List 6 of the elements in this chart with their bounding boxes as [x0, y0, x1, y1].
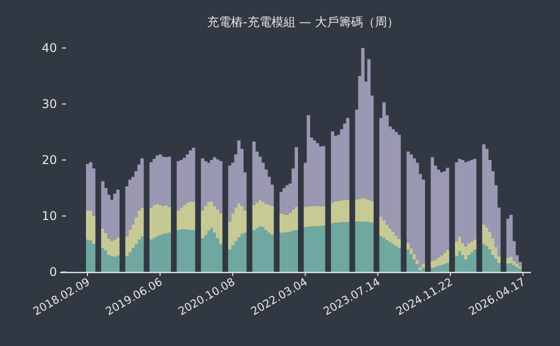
y-tick-label: 30 [42, 97, 57, 112]
y-tick-label: 0 [49, 265, 57, 280]
y-tick-label: 10 [42, 209, 57, 224]
chart-title: 充電樁-充電模組 — 大戶籌碼（周） [207, 15, 399, 29]
y-tick-label: 40 [42, 41, 57, 56]
y-tick-label: 20 [42, 153, 57, 168]
